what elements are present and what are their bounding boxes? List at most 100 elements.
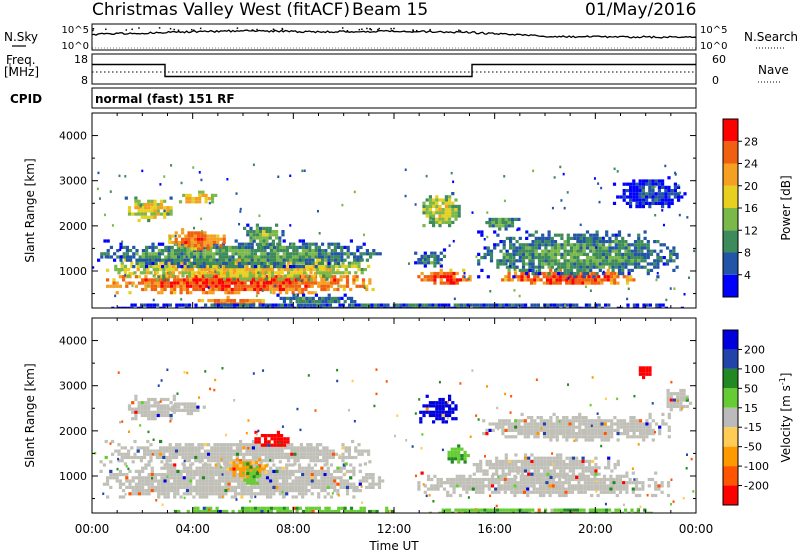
power-panel-noise [96,187,99,191]
power-panel-cell [171,271,175,275]
power-panel-cell [265,236,269,240]
power-panel-cell [648,192,652,196]
power-panel-cell [239,268,243,272]
power-panel-cell [150,278,154,282]
power-panel-cell [629,192,633,196]
power-panel-cell [150,199,154,203]
power-panel-cell [337,300,341,304]
power-panel-cell [193,240,197,245]
velocity-panel-cell [567,481,571,485]
power-panel-cell [533,278,537,282]
power-panel-cell [349,287,353,292]
velocity-panel-cell [498,463,502,467]
power-panel-cell [448,224,452,228]
velocity-panel-cell [625,487,629,491]
velocity-panel-cell [312,459,316,463]
power-panel-cell [173,249,177,253]
power-panel-cell [207,268,211,272]
nsky-spike [272,28,275,31]
velocity-panel-cell [583,484,587,488]
power-panel-cell [259,226,263,230]
power-panel-cell [338,271,342,275]
power-panel-cell [494,221,499,225]
velocity-panel-cell [162,449,166,453]
power-panel-cell [436,275,440,279]
power-panel-cell [159,212,164,216]
velocity-panel-cell [238,470,243,474]
power-panel-cell [321,255,325,259]
power-panel-cell [547,236,551,240]
velocity-panel-cell [638,481,642,485]
nsky-spike [377,28,379,31]
velocity-panel-cell [609,487,613,491]
velocity-panel-cell [357,452,361,456]
power-panel-cell [188,303,192,307]
velocity-panel-cell [163,495,167,499]
power-panel-cell [211,291,215,295]
power-panel-cell [320,284,324,288]
power-panel-cell [280,271,284,275]
velocity-panel-cell [613,466,617,470]
velocity-panel-cell [559,469,563,473]
velocity-panel-cell [278,485,282,489]
power-panel-cell [221,249,225,253]
velocity-panel-cell [631,487,635,491]
power-panel-cell [209,255,213,259]
velocity-panel-cell [153,485,158,489]
velocity-panel-cell [243,492,247,496]
velocity-panel-cell [159,410,164,414]
power-panel-cell [208,284,212,288]
velocity-panel-cell [181,452,185,456]
velocity-panel-cell [240,479,244,483]
velocity-panel-cell [283,446,287,450]
velocity-panel-cell [246,475,250,479]
power-panel-cell [569,246,574,250]
power-panel-cell [439,258,443,262]
power-panel-cell [510,278,514,282]
power-panel-cell [223,306,227,308]
power-panel-cell [598,243,602,247]
velocity-panel-cell [654,487,658,491]
velocity-panel-cell [561,481,565,485]
power-panel-cell [311,242,315,246]
velocity-panel-cell [603,466,608,470]
velocity-panel-cell [285,485,289,489]
power-panel-cell [303,268,307,272]
power-panel-cell [454,217,458,221]
power-panel-cell [360,303,364,307]
power-panel-cell [294,287,298,292]
power-panel-cell [544,259,548,263]
velocity-panel-cell [173,408,178,412]
velocity-panel-cell [323,495,327,499]
power-panel-cell [614,252,618,256]
power-panel-cell [154,258,158,262]
velocity-panel-cell [198,479,202,483]
power-panel-cell [510,224,515,228]
velocity-panel-cell [210,446,214,450]
velocity-panel-cell [258,473,262,478]
power-panel-noise [425,174,428,178]
velocity-panel-cell [345,485,350,489]
power-panel-cell [448,204,452,208]
power-panel-cell [627,256,631,260]
velocity-panel-cell [596,484,600,488]
power-panel-cell [641,198,645,202]
power-panel-cell [482,306,486,308]
power-panel-cell [547,249,551,253]
power-panel-cell [245,268,249,272]
velocity-panel-cell [173,405,178,409]
velocity-panel-cell [261,464,265,468]
power-panel-cell [186,265,190,269]
power-panel-cell [637,249,641,253]
velocity-panel-cell [226,452,230,456]
power-panel-cell [168,234,172,238]
power-panel-cell [266,258,270,262]
power-panel-cell [220,306,224,308]
power-panel-cell [181,303,185,307]
power-panel-cell [193,255,197,259]
power-panel-cell [161,242,165,246]
power-panel-cell [200,244,204,248]
power-panel-cell [520,306,524,308]
velocity-panel-cell [217,482,222,486]
power-panel-cell [305,249,309,253]
